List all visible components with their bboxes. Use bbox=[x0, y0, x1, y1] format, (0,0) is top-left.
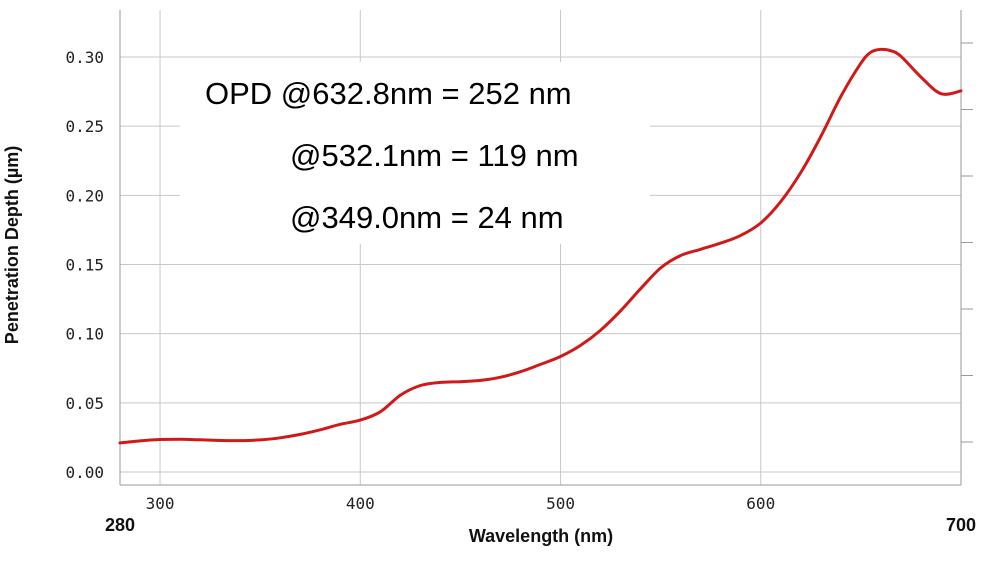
x-axis-end-label: 700 bbox=[946, 515, 976, 535]
y-tick-labels: 0.00 0.05 0.10 0.15 0.20 0.25 0.30 bbox=[65, 48, 104, 482]
x-tick-labels: 300 400 500 600 bbox=[146, 494, 776, 513]
x-tick-label-2: 500 bbox=[546, 494, 575, 513]
y-tick-label-2: 0.10 bbox=[65, 325, 104, 344]
x-axis-start-label: 280 bbox=[105, 515, 135, 535]
y-tick-label-3: 0.15 bbox=[65, 256, 104, 275]
series-line bbox=[118, 47, 963, 445]
annotation-box bbox=[180, 62, 650, 244]
x-axis-title: Wavelength (nm) bbox=[469, 526, 613, 546]
y-tick-label-5: 0.25 bbox=[65, 117, 104, 136]
y-tick-label-6: 0.30 bbox=[65, 48, 104, 67]
annotation-line-1: OPD @632.8nm = 252 nm bbox=[205, 76, 572, 111]
annotation-line-2: @532.1nm = 119 nm bbox=[290, 138, 579, 173]
right-axis-ticks bbox=[961, 42, 973, 443]
y-tick-label-1: 0.05 bbox=[65, 394, 104, 413]
y-tick-label-4: 0.20 bbox=[65, 186, 104, 205]
x-tick-label-0: 300 bbox=[146, 494, 175, 513]
plot-frame bbox=[119, 10, 962, 486]
x-tick-label-1: 400 bbox=[346, 494, 375, 513]
x-tick-label-3: 600 bbox=[746, 494, 775, 513]
y-tick-label-0: 0.00 bbox=[65, 463, 104, 482]
y-axis-title: Penetration Depth (µm) bbox=[2, 146, 22, 344]
annotation-line-3: @349.0nm = 24 nm bbox=[290, 200, 564, 235]
